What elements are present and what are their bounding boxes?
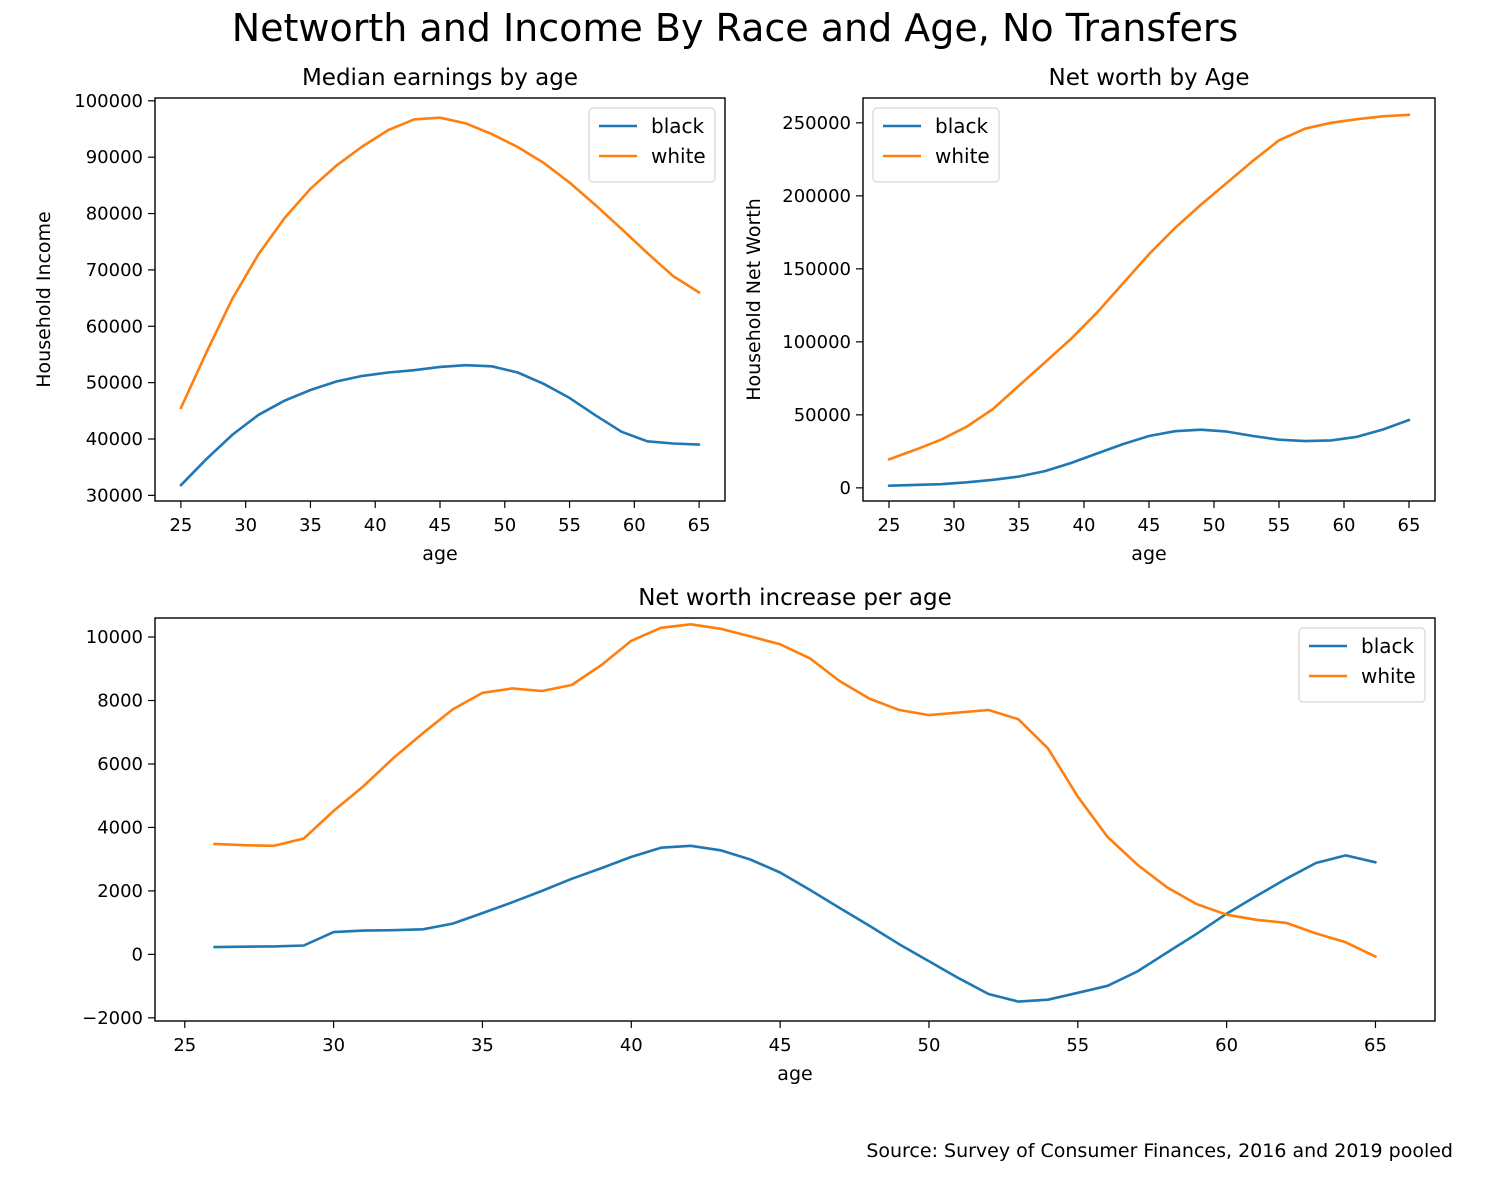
y-tick-label: 8000 (97, 691, 143, 712)
x-tick-label: 40 (1073, 515, 1096, 536)
series-line-black (887, 418, 1411, 488)
x-tick-label: 60 (1333, 515, 1356, 536)
x-tick-label: 50 (1203, 515, 1226, 536)
legend: black white (588, 107, 716, 183)
x-tick-label: 65 (1398, 515, 1421, 536)
x-axis-label: age (777, 1063, 812, 1085)
x-tick-label: 60 (1215, 1035, 1238, 1056)
legend-label-white: white (1361, 664, 1416, 688)
x-tick-label: 60 (623, 515, 646, 536)
x-tick-label: 45 (429, 515, 452, 536)
figure-title: Networth and Income By Race and Age, No … (232, 6, 1239, 50)
legend-label-white: white (935, 144, 990, 168)
y-tick-label: 10000 (86, 627, 143, 648)
chart-title: Net worth by Age (1049, 65, 1250, 91)
plot-frame (154, 617, 1436, 1022)
x-tick-label: 25 (169, 515, 192, 536)
x-tick-label: 50 (918, 1035, 941, 1056)
x-tick-label: 40 (620, 1035, 643, 1056)
y-tick-label: 40000 (86, 429, 143, 450)
x-tick-label: 55 (558, 515, 581, 536)
y-tick-label: 250000 (782, 113, 851, 134)
chart-1: 25 30 35 40 45 50 55 60 65 30000 40000 50000 60000 70… (33, 65, 726, 565)
x-tick-label: 40 (364, 515, 387, 536)
y-tick-label: 70000 (86, 260, 143, 281)
y-tick-label: 90000 (86, 147, 143, 168)
x-tick-label: 25 (173, 1035, 196, 1056)
series-line-white (179, 116, 701, 410)
y-tick-label: 0 (840, 478, 851, 499)
y-tick-label: 4000 (97, 817, 143, 838)
y-tick-label: 60000 (86, 316, 143, 337)
y-tick-label: −2000 (82, 1008, 143, 1029)
legend-label-black: black (651, 114, 705, 138)
legend-label-black: black (935, 114, 989, 138)
series-line-white (213, 622, 1377, 958)
y-tick-label: 30000 (86, 485, 143, 506)
x-tick-label: 25 (878, 515, 901, 536)
chart-3: 25 30 35 40 45 50 55 60 65 −2000 0 2000 4000 6000 8000… (82, 585, 1436, 1085)
x-tick-label: 50 (493, 515, 516, 536)
source-note: Source: Survey of Consumer Finances, 201… (866, 1140, 1453, 1162)
x-tick-label: 55 (1066, 1035, 1089, 1056)
x-tick-label: 35 (299, 515, 322, 536)
x-tick-label: 45 (1138, 515, 1161, 536)
y-tick-label: 50000 (86, 373, 143, 394)
y-tick-label: 200000 (782, 186, 851, 207)
x-axis-label: age (1131, 543, 1166, 565)
series-line-black (179, 363, 701, 487)
x-tick-label: 30 (943, 515, 966, 536)
x-tick-label: 35 (1008, 515, 1031, 536)
chart-2: 25 30 35 40 45 50 55 60 65 0 50000 100000 150000 2000… (743, 65, 1436, 565)
y-tick-label: 2000 (97, 881, 143, 902)
x-tick-label: 65 (688, 515, 711, 536)
series-line-black (213, 844, 1377, 1003)
x-axis-label: age (422, 543, 457, 565)
legend-label-black: black (1361, 634, 1415, 658)
legend: black white (872, 107, 1000, 183)
x-tick-label: 55 (1268, 515, 1291, 536)
y-tick-label: 80000 (86, 204, 143, 225)
y-tick-label: 0 (132, 944, 143, 965)
x-tick-label: 45 (769, 1035, 792, 1056)
y-tick-label: 50000 (794, 405, 851, 426)
y-axis-label: Household Net Worth (743, 198, 765, 401)
chart-title: Median earnings by age (302, 65, 578, 91)
x-tick-label: 65 (1364, 1035, 1387, 1056)
y-axis-label: Household Income (33, 211, 55, 388)
legend: black white (1298, 627, 1426, 703)
y-tick-label: 150000 (782, 259, 851, 280)
x-tick-label: 30 (322, 1035, 345, 1056)
y-tick-label: 6000 (97, 754, 143, 775)
chart-title: Net worth increase per age (638, 585, 952, 611)
y-tick-label: 100000 (782, 332, 851, 353)
y-tick-label: 100000 (74, 91, 143, 112)
series-line-white (887, 113, 1411, 461)
legend-label-white: white (651, 144, 706, 168)
x-tick-label: 35 (471, 1035, 494, 1056)
x-tick-label: 30 (234, 515, 257, 536)
